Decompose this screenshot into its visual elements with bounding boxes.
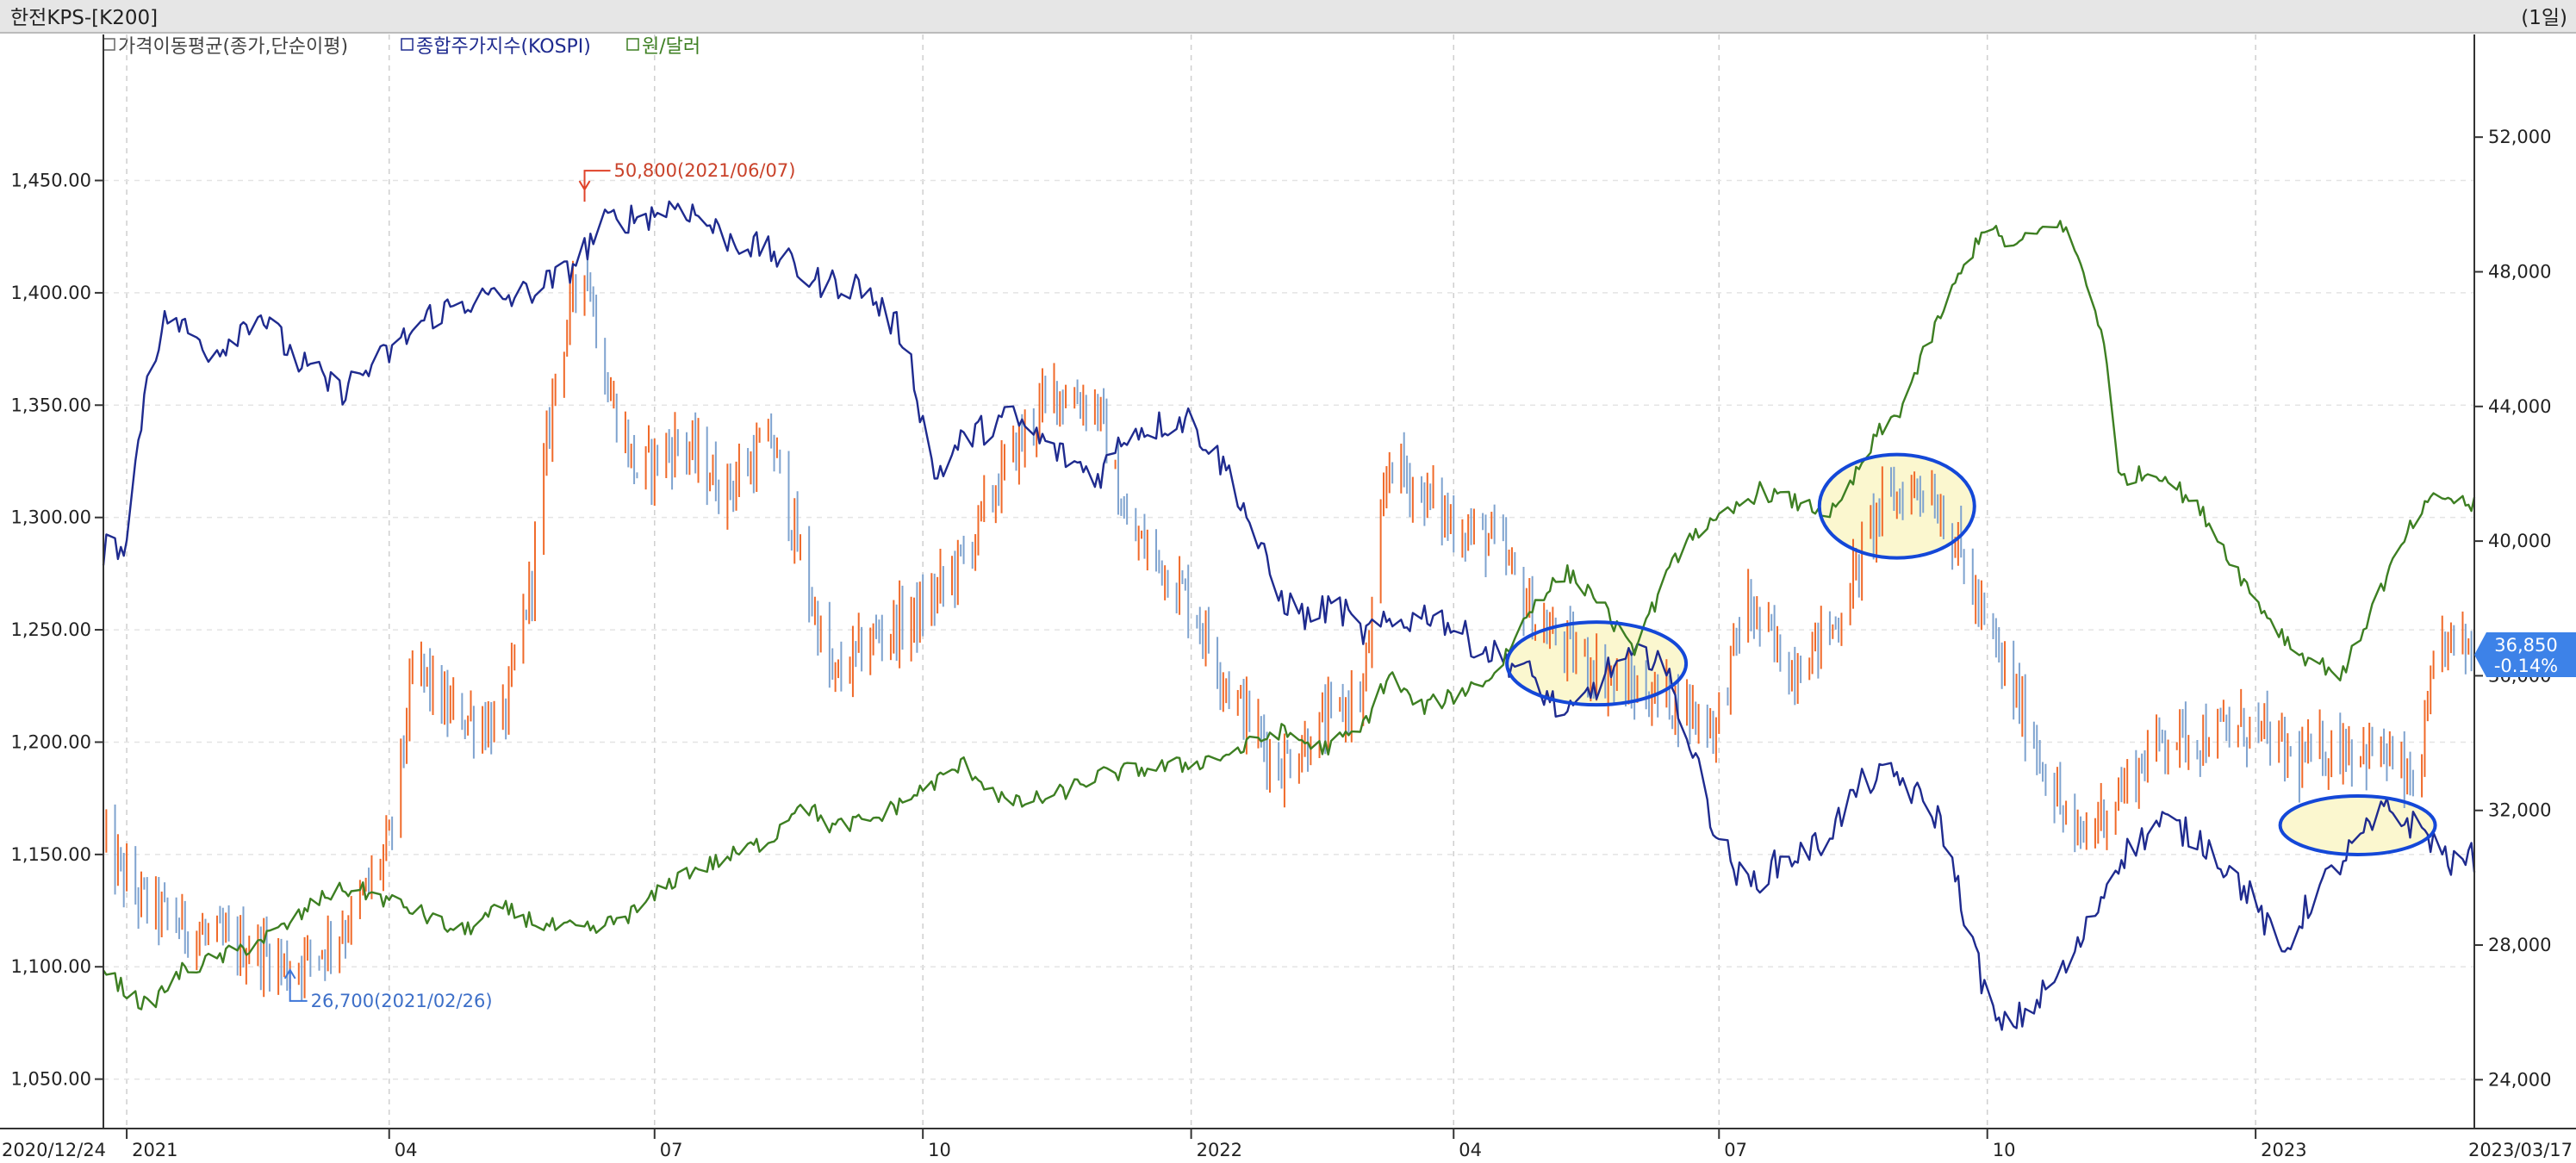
left-tick-label-8: 1,050.00 xyxy=(10,1069,91,1090)
right-tick-label-1: 48,000 xyxy=(2488,261,2551,282)
left-tick-label-3: 1,300.00 xyxy=(10,507,91,528)
highlight-ellipse-0 xyxy=(1505,620,1689,707)
left-tick-label-7: 1,100.00 xyxy=(10,956,91,977)
price-tag-value: 36,850 xyxy=(2494,635,2557,656)
left-tick-label-1: 1,400.00 xyxy=(10,283,91,303)
highlight-ellipse-strokes xyxy=(1505,452,2437,856)
usd-krw-line xyxy=(103,220,2476,1011)
x-tick-label-7: 07 xyxy=(1724,1140,1747,1160)
high-annotation: 50,800(2021/06/07) xyxy=(578,160,796,202)
right-tick-label-6: 28,000 xyxy=(2488,935,2551,955)
left-tick-label-0: 1,450.00 xyxy=(10,171,91,191)
title-bar xyxy=(0,0,2576,33)
right-tick-label-2: 44,000 xyxy=(2488,396,2551,417)
high-label: 50,800(2021/06/07) xyxy=(614,160,796,181)
low-label: 26,700(2021/02/26) xyxy=(311,991,493,1011)
legend: 가격이동평균(종가,단순이평) 종합주가지수(KOSPI) 원/달러 xyxy=(103,36,700,58)
x-tick-label-8: 10 xyxy=(1993,1140,2016,1160)
chart-title: 한전KPS-[K200] xyxy=(10,7,158,29)
left-tick-label-6: 1,150.00 xyxy=(10,844,91,865)
x-tick-label-2: 04 xyxy=(395,1140,418,1160)
grid xyxy=(103,34,2474,1129)
x-tick-label-3: 07 xyxy=(660,1140,683,1160)
legend-item-2-box[interactable] xyxy=(401,38,414,51)
x-tick-label-5: 2022 xyxy=(1197,1140,1242,1160)
price-candles xyxy=(103,255,2475,1002)
highlight-ellipse-fill-2 xyxy=(2280,795,2436,855)
price-tag: 36,850 -0.14% xyxy=(2474,632,2576,677)
low-annotation: 26,700(2021/02/26) xyxy=(283,967,493,1011)
left-tick-label-2: 1,350.00 xyxy=(10,395,91,415)
legend-item-1-box[interactable] xyxy=(103,38,115,51)
legend-item-1-label: 가격이동평균(종가,단순이평) xyxy=(118,36,348,58)
right-tick-label-3: 40,000 xyxy=(2488,531,2551,551)
x-tick-label-10: 2023/03/17 xyxy=(2468,1140,2573,1160)
x-tick-label-6: 04 xyxy=(1459,1140,1482,1160)
right-tick-label-0: 52,000 xyxy=(2488,127,2551,147)
highlight-ellipse-1 xyxy=(1817,452,1976,560)
legend-item-2-label: 종합주가지수(KOSPI) xyxy=(416,36,591,58)
highlight-ellipse-2 xyxy=(2278,793,2437,856)
price-tag-change: -0.14% xyxy=(2494,656,2558,676)
axes: 1,450.00 1,400.00 1,350.00 1,300.00 1,250.00… xyxy=(0,34,2576,1160)
x-tick-label-4: 10 xyxy=(928,1140,951,1160)
left-tick-label-4: 1,250.00 xyxy=(10,619,91,640)
x-tick-label-1: 2021 xyxy=(132,1140,177,1160)
x-tick-label-9: 2023 xyxy=(2261,1140,2306,1160)
legend-item-3-box[interactable] xyxy=(626,38,639,51)
period-label: (1일) xyxy=(2521,7,2567,29)
x-tick-label-0: 2020/12/24 xyxy=(2,1140,106,1160)
kospi-line xyxy=(102,200,2476,1031)
series-lines xyxy=(102,200,2476,1031)
right-tick-label-7: 24,000 xyxy=(2488,1069,2551,1090)
right-tick-label-5: 32,000 xyxy=(2488,800,2551,821)
left-tick-label-5: 1,200.00 xyxy=(10,731,91,752)
legend-item-3-label: 원/달러 xyxy=(642,36,700,58)
